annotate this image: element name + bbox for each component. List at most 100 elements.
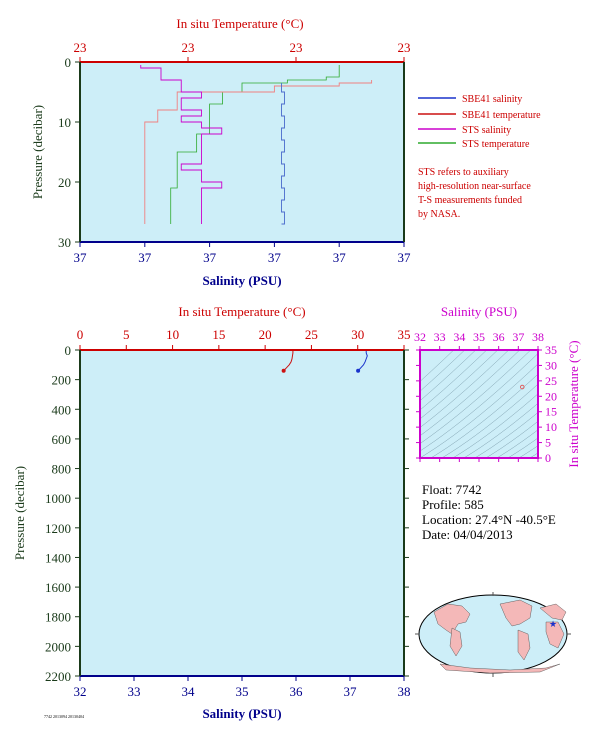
ts-x-tick-label: 34 bbox=[453, 330, 465, 344]
density-contour bbox=[507, 437, 538, 458]
density-contour bbox=[420, 350, 487, 411]
lower-plot-area bbox=[79, 349, 405, 677]
lower-x2-tick-label: 20 bbox=[259, 327, 272, 342]
legend-note-line-3: T-S measurements funded bbox=[418, 195, 522, 206]
upper-x-tick-label: 37 bbox=[74, 250, 88, 265]
upper-x-tick-label: 37 bbox=[203, 250, 217, 265]
density-contour bbox=[518, 445, 538, 458]
lower-x-tick-label: 33 bbox=[128, 684, 141, 699]
upper-y-tick-label: 10 bbox=[58, 115, 71, 130]
ts-y-tick-label: 15 bbox=[545, 405, 557, 419]
density-contour bbox=[430, 373, 538, 458]
salinity-end-marker bbox=[356, 368, 361, 373]
float-id: Float: 7742 bbox=[422, 482, 482, 497]
upper-y-tick-label: 30 bbox=[58, 235, 71, 250]
upper-temp-axis-title: In situ Temperature (°C) bbox=[176, 16, 303, 31]
legend-note-line-1: STS refers to auxiliary bbox=[418, 167, 509, 178]
ts-plot-area bbox=[420, 350, 538, 458]
density-contour bbox=[420, 350, 498, 420]
lower-series-group bbox=[281, 350, 368, 373]
ts-x-tick-label: 37 bbox=[512, 330, 524, 344]
upper-y-tick-label: 0 bbox=[65, 55, 72, 70]
density-contour bbox=[441, 383, 538, 458]
map-landmasses bbox=[433, 599, 567, 674]
upper-series-group bbox=[140, 65, 373, 225]
lower-y-tick-label: 200 bbox=[52, 373, 72, 388]
lower-y-tick-label: 800 bbox=[52, 462, 72, 477]
location: Location: 27.4°N -40.5°E bbox=[422, 512, 556, 527]
legend-sts-salinity: STS salinity bbox=[462, 125, 511, 136]
land-africa bbox=[545, 621, 565, 649]
lower-x2-tick-label: 30 bbox=[351, 327, 364, 342]
lower-salinity-axis-title: Salinity (PSU) bbox=[202, 706, 281, 721]
lower-x2-tick-label: 25 bbox=[305, 327, 318, 342]
lower-y-tick-label: 400 bbox=[52, 402, 72, 417]
density-contour bbox=[474, 412, 538, 458]
density-contour bbox=[420, 350, 454, 382]
legend-sbe-temperature: SBE41 temperature bbox=[462, 110, 541, 121]
land-asia-west bbox=[433, 603, 471, 635]
series-sbe41-salinity bbox=[281, 83, 285, 225]
series-salinity bbox=[357, 350, 368, 372]
series-temperature bbox=[283, 350, 294, 372]
upper-salinity-axis-title: Salinity (PSU) bbox=[202, 273, 281, 288]
ts-y-tick-label: 20 bbox=[545, 389, 557, 403]
upper-x2-tick-label: 23 bbox=[290, 40, 303, 55]
ts-y-tick-label: 0 bbox=[545, 451, 551, 465]
lower-y-tick-label: 2200 bbox=[45, 669, 71, 684]
lower-panel: 0200400600800100012001400160018002000220… bbox=[12, 304, 411, 721]
lower-y-tick-label: 1600 bbox=[45, 580, 71, 595]
ts-x-tick-label: 33 bbox=[434, 330, 446, 344]
legend-note-line-4: by NASA. bbox=[418, 209, 460, 220]
lower-y-tick-label: 2000 bbox=[45, 639, 71, 654]
legend-note-line-2: high-resolution near-surface bbox=[418, 181, 531, 192]
density-contour bbox=[420, 350, 531, 444]
legend-sbe-salinity: SBE41 salinity bbox=[462, 94, 522, 105]
upper-x-tick-label: 37 bbox=[333, 250, 347, 265]
ts-x-tick-label: 35 bbox=[473, 330, 485, 344]
density-contour bbox=[420, 363, 538, 458]
lower-y-tick-label: 600 bbox=[52, 432, 72, 447]
map-frame-ticks bbox=[415, 592, 571, 677]
ts-temp-axis-title: In situ Temperature (°C) bbox=[566, 340, 581, 467]
lower-pressure-axis-title: Pressure (decibar) bbox=[12, 466, 27, 560]
lower-x2-tick-label: 10 bbox=[166, 327, 179, 342]
density-contour bbox=[496, 429, 538, 458]
land-north-america bbox=[499, 599, 533, 627]
lower-y-tick-label: 1800 bbox=[45, 610, 71, 625]
ts-y-tick-label: 10 bbox=[545, 420, 557, 434]
lower-y-tick-label: 0 bbox=[65, 343, 72, 358]
temperature-end-marker bbox=[281, 368, 286, 373]
upper-y-tick-label: 20 bbox=[58, 175, 71, 190]
ts-salinity-axis-title: Salinity (PSU) bbox=[441, 304, 517, 319]
land-australia bbox=[449, 627, 463, 657]
ts-y-tick-label: 25 bbox=[545, 374, 557, 388]
lower-temp-axis-title: In situ Temperature (°C) bbox=[178, 304, 305, 319]
ts-y-tick-label: 30 bbox=[545, 358, 557, 372]
density-contour bbox=[420, 350, 465, 392]
density-contour bbox=[420, 350, 509, 428]
lower-ticks-group: 0200400600800100012001400160018002000220… bbox=[45, 327, 411, 699]
lower-x2-tick-label: 15 bbox=[212, 327, 225, 342]
ts-points-group bbox=[519, 384, 525, 390]
world-map: ★ bbox=[415, 592, 571, 677]
upper-x-tick-label: 37 bbox=[398, 250, 412, 265]
date: Date: 04/04/2013 bbox=[422, 527, 513, 542]
density-contour bbox=[452, 393, 538, 458]
series-sts-salinity bbox=[140, 65, 223, 224]
density-contour bbox=[420, 350, 520, 437]
lower-x-tick-label: 32 bbox=[74, 684, 87, 699]
lower-y-tick-label: 1400 bbox=[45, 550, 71, 565]
lower-y-tick-label: 1000 bbox=[45, 491, 71, 506]
footer-id: 7742 2013094 20130404 bbox=[44, 714, 84, 719]
upper-x2-tick-label: 23 bbox=[398, 40, 411, 55]
series-sts-temperature bbox=[170, 65, 340, 224]
ts-x-tick-label: 38 bbox=[532, 330, 544, 344]
lower-x2-tick-label: 35 bbox=[398, 327, 411, 342]
land-antarctica bbox=[439, 663, 561, 674]
upper-x-tick-label: 37 bbox=[268, 250, 282, 265]
